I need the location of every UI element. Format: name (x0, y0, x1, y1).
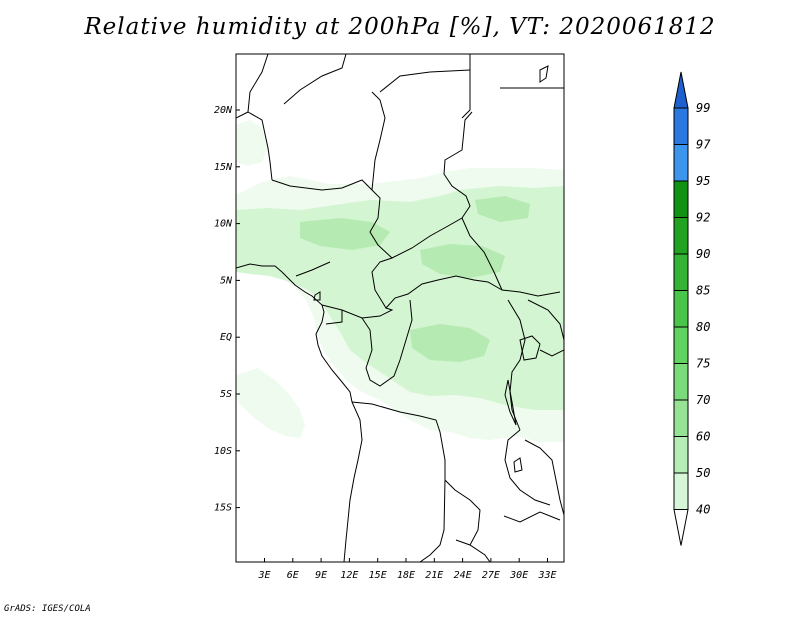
lon-tick-label: 33E (537, 570, 556, 581)
longitude-labels: 3E 6E 9E 12E 15E 18E 21E 24E 27E 30E 33E (257, 558, 557, 581)
lon-tick-label: 27E (482, 570, 500, 581)
lat-tick-label: 10S (214, 446, 232, 457)
colorbar-label: 92 (696, 211, 710, 225)
colorbar-label: 50 (696, 466, 710, 480)
colorbar-segment (673, 472, 689, 510)
colorbar-label: 90 (696, 247, 710, 261)
colorbar-top-triangle (673, 71, 689, 109)
humidity-region-40 (236, 120, 268, 166)
lakes (313, 65, 549, 473)
colorbar-label: 97 (696, 138, 711, 152)
country-borders (236, 54, 564, 562)
colorbar-segment (673, 399, 689, 437)
colorbar-segment (673, 180, 689, 218)
lon-tick-label: 15E (369, 570, 387, 581)
colorbar-label: 40 (696, 503, 710, 517)
chart-title: Relative humidity at 200hPa [%], VT: 202… (84, 14, 716, 40)
lon-tick-label: 18E (397, 570, 415, 581)
colorbar-segment (673, 253, 689, 291)
lon-tick-label: 12E (340, 570, 358, 581)
humidity-shading (236, 120, 564, 442)
colorbar-segment (673, 290, 689, 328)
colorbar-label: 85 (696, 284, 710, 298)
colorbar-segment (673, 363, 689, 401)
colorbar-segment (673, 326, 689, 364)
colorbar-label: 80 (696, 320, 710, 334)
lat-tick-label: 5N (220, 275, 233, 286)
latitude-labels: 20N 15N 10N 5N EQ 5S 10S 15S (214, 105, 240, 514)
humidity-region-60 (300, 218, 390, 250)
colorbar-segment (673, 217, 689, 255)
lat-tick-label: 15N (214, 162, 233, 173)
lon-tick-label: 30E (509, 570, 528, 581)
lon-tick-label: 24E (454, 570, 472, 581)
colorbar-label: 60 (696, 430, 710, 444)
colorbar-label: 70 (696, 393, 710, 407)
lon-tick-label: 9E (315, 570, 327, 581)
lon-tick-label: 6E (287, 570, 299, 581)
colorbar-segment (673, 436, 689, 474)
lat-tick-label: 15S (214, 503, 232, 514)
lat-tick-label: 10N (214, 219, 233, 230)
colorbar-label: 99 (696, 101, 710, 115)
colorbar-segment (673, 107, 689, 145)
lat-tick-label: 5S (220, 389, 232, 400)
grads-credit: GrADS: IGES/COLA (4, 604, 91, 614)
colorbar-label: 95 (696, 174, 710, 188)
humidity-region-60 (410, 324, 490, 362)
colorbar-segment (673, 144, 689, 182)
lat-tick-label: EQ (220, 332, 232, 343)
humidity-region-40 (236, 368, 305, 438)
lat-tick-label: 20N (214, 105, 233, 116)
colorbar-legend: 99 97 95 92 90 85 80 75 70 60 50 40 (673, 71, 711, 546)
colorbar-label: 75 (696, 357, 710, 371)
colorbar-bottom-triangle (673, 509, 689, 546)
map-frame (235, 53, 565, 563)
humidity-region-60 (475, 196, 530, 222)
lon-tick-label: 21E (425, 570, 443, 581)
lon-tick-label: 3E (257, 570, 270, 581)
